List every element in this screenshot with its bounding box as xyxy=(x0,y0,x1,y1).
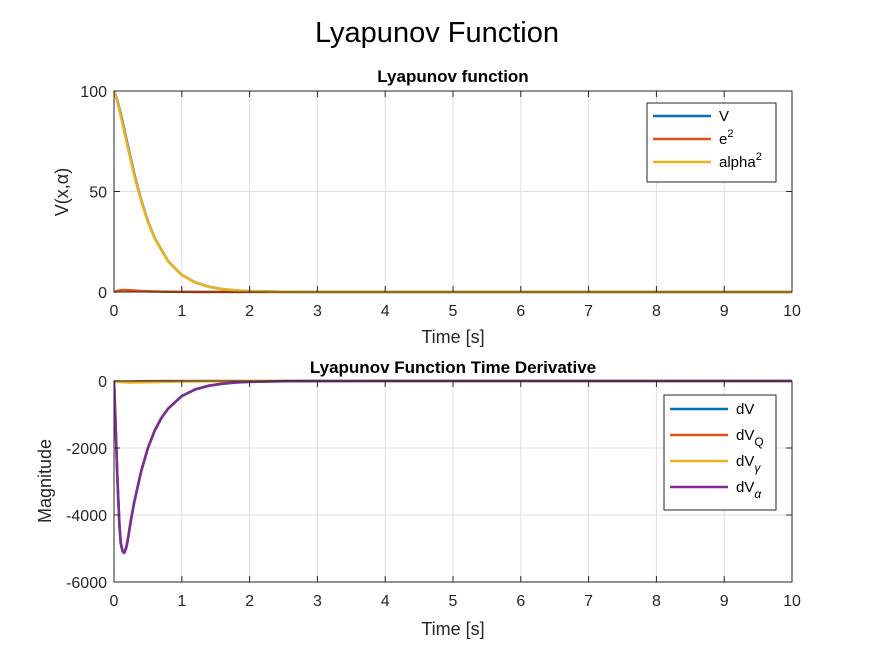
top-x-tick-label: 8 xyxy=(652,303,661,320)
bottom-x-tick-label: 10 xyxy=(783,593,801,610)
bottom-legend-label-text: dV xyxy=(736,453,754,470)
bottom-x-tick-label: 3 xyxy=(313,593,322,610)
bottom-panel-title: Lyapunov Function Time Derivative xyxy=(310,358,596,377)
top-y-tick-label: 0 xyxy=(98,285,107,302)
top-x-tick-label: 0 xyxy=(110,303,119,320)
bottom-legend-label: dVα xyxy=(736,479,762,501)
bottom-x-tick-label: 2 xyxy=(245,593,254,610)
bottom-y-tick-label: 0 xyxy=(98,374,107,391)
top-panel: Lyapunov function Time [s] V(x,α) 0 1 2 3 4 5… xyxy=(52,67,801,347)
bottom-legend-label-sub: α xyxy=(754,487,762,501)
top-x-tick-label: 5 xyxy=(449,303,458,320)
top-x-tick-label: 10 xyxy=(783,303,801,320)
bottom-legend-label-text: dV xyxy=(736,479,754,496)
top-legend-label: e2 xyxy=(719,128,733,148)
bottom-legend-label: dVQ xyxy=(736,427,764,449)
bottom-panel-xlabel: Time [s] xyxy=(421,619,484,639)
bottom-legend-label-text: dV xyxy=(736,427,754,444)
bottom-x-tick-label: 4 xyxy=(381,593,390,610)
top-x-tick-label: 9 xyxy=(720,303,729,320)
bottom-panel: Lyapunov Function Time Derivative Time [… xyxy=(35,358,801,639)
top-legend-label-sup: 2 xyxy=(727,128,733,140)
bottom-x-tick-label: 8 xyxy=(652,593,661,610)
bottom-x-tick-label: 7 xyxy=(584,593,593,610)
top-x-tick-label: 7 xyxy=(584,303,593,320)
bottom-legend-label-text: dV xyxy=(736,401,754,418)
top-legend-label-sup: 2 xyxy=(756,151,762,163)
top-x-tick-label: 4 xyxy=(381,303,390,320)
top-panel-ylabel: V(x,α) xyxy=(52,168,72,216)
figure-title: Lyapunov Function xyxy=(315,17,559,49)
bottom-x-tick-label: 1 xyxy=(177,593,186,610)
top-x-tick-label: 2 xyxy=(245,303,254,320)
top-legend-label-text: V xyxy=(719,108,729,125)
top-x-tick-label: 6 xyxy=(516,303,525,320)
top-panel-xlabel: Time [s] xyxy=(421,327,484,347)
bottom-x-tick-label: 9 xyxy=(720,593,729,610)
bottom-panel-ylabel: Magnitude xyxy=(35,439,55,523)
top-x-tick-label: 1 xyxy=(177,303,186,320)
top-y-tick-label: 50 xyxy=(89,185,107,202)
top-panel-title: Lyapunov function xyxy=(377,67,528,86)
top-x-tick-label: 3 xyxy=(313,303,322,320)
bottom-legend-label-sub: Q xyxy=(754,435,763,449)
top-legend-label-text: e xyxy=(719,131,727,148)
bottom-legend-label: dV xyxy=(736,401,754,418)
bottom-legend-label-sub: γ xyxy=(754,461,761,475)
bottom-x-tick-label: 0 xyxy=(110,593,119,610)
bottom-legend-label: dVγ xyxy=(736,453,761,475)
bottom-x-tick-label: 5 xyxy=(449,593,458,610)
bottom-y-tick-label: -4000 xyxy=(66,508,107,525)
top-legend-label: alpha2 xyxy=(719,151,762,171)
bottom-legend-box xyxy=(663,394,777,511)
bottom-x-tick-label: 6 xyxy=(516,593,525,610)
bottom-y-tick-label: -2000 xyxy=(66,441,107,458)
top-legend-label: V xyxy=(719,108,729,125)
top-legend-label-text: alpha xyxy=(719,154,756,171)
bottom-y-tick-label: -6000 xyxy=(66,575,107,592)
top-y-tick-label: 100 xyxy=(80,84,107,101)
